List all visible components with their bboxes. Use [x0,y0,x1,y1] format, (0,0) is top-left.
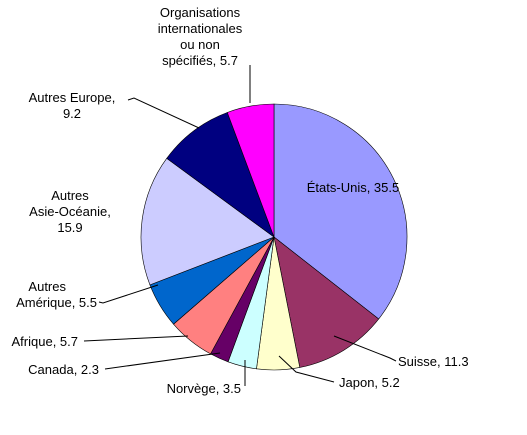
leader-line-japon [278,355,335,383]
pie-slice-autres-asie-oceanie [140,157,275,286]
leader-line-canada [104,352,221,370]
leader-line-suisse [333,335,397,362]
slice-labels: États-Unis, 35.5 Suisse, 11.3 Japon, 5.2 No… [12,5,469,396]
slice-label-autres-asie-oceanie: Autres Asie-Océanie, 15.9 [29,188,111,235]
leader-line-afrique [83,335,189,342]
slice-label-suisse: Suisse, 11.3 [398,354,469,369]
leader-lines [83,65,397,386]
slice-label-organisations-internationales-ou-non-specifies: Organisations internationales ou non spécif… [158,5,243,68]
slice-label-afrique: Afrique, 5.7 [12,334,79,349]
pie-slice-etats-unis [273,103,408,320]
pie-slice-autres-europe [166,112,275,238]
pie-slice-suisse [273,236,380,368]
leader-line-autres-europe [127,97,200,129]
leader-line-autres-amerique [98,284,159,304]
pie-slice-organisations-internationales-ou-non-specifies [226,103,275,238]
slice-label-japon: Japon, 5.2 [339,375,400,390]
slice-label-canada: Canada, 2.3 [28,362,99,377]
slice-label-etats-unis: États-Unis, 35.5 [307,180,400,195]
slice-label-norvege: Norvège, 3.5 [167,381,241,396]
pie-slices [140,103,408,371]
slice-label-autres-europe: Autres Europe, 9.2 [29,90,116,121]
slice-label-autres-amerique: Autres Amérique, 5.5 [16,279,97,310]
